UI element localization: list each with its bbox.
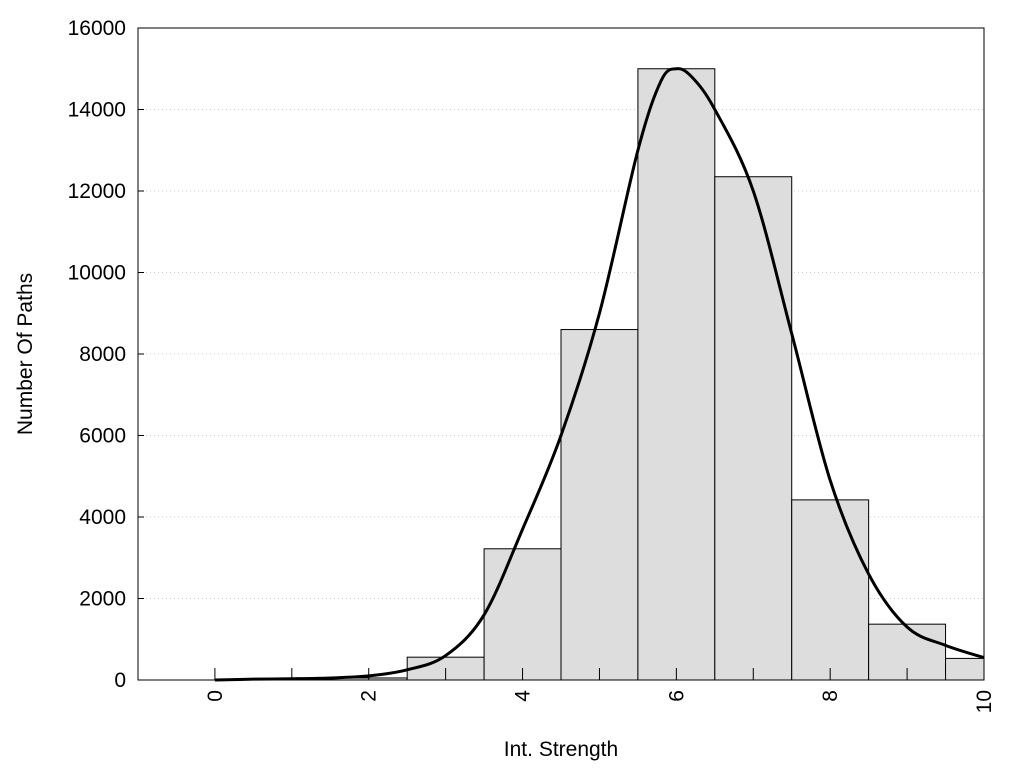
x-tick-label: 2 — [358, 690, 381, 702]
density-curve-group — [214, 67, 985, 682]
x-axis-label: Int. Strength — [504, 738, 618, 761]
y-tick-label: 8000 — [79, 343, 126, 366]
histogram-bars — [329, 68, 985, 681]
y-tick-label: 10000 — [68, 262, 126, 285]
x-axis-ticks: 0 2 4 6 8 10 — [204, 668, 996, 713]
histogram-bar — [560, 329, 639, 681]
histogram-bar — [791, 499, 870, 681]
density-curve — [214, 67, 985, 682]
histogram-bar — [483, 548, 562, 681]
histogram-bar — [945, 657, 985, 681]
y-tick-label: 4000 — [79, 506, 126, 529]
y-tick-label: 0 — [114, 669, 126, 692]
y-tick-label: 16000 — [68, 17, 126, 40]
x-tick-label: 6 — [665, 690, 688, 702]
y-tick-label: 2000 — [79, 588, 126, 611]
x-tick-label: 8 — [819, 690, 842, 702]
x-tick-label: 4 — [512, 690, 535, 702]
x-tick-label: 0 — [204, 690, 227, 702]
y-tick-label: 12000 — [68, 180, 126, 203]
histogram-bar — [637, 68, 716, 681]
y-axis-label: Number Of Paths — [14, 273, 37, 435]
x-tick-label: 10 — [973, 690, 996, 713]
y-tick-label: 14000 — [68, 99, 126, 122]
histogram-bar — [714, 176, 793, 681]
y-tick-label: 6000 — [79, 425, 126, 448]
y-axis-ticks: 0 2000 4000 6000 8000 10000 12000 14000 16000 — [68, 17, 144, 692]
